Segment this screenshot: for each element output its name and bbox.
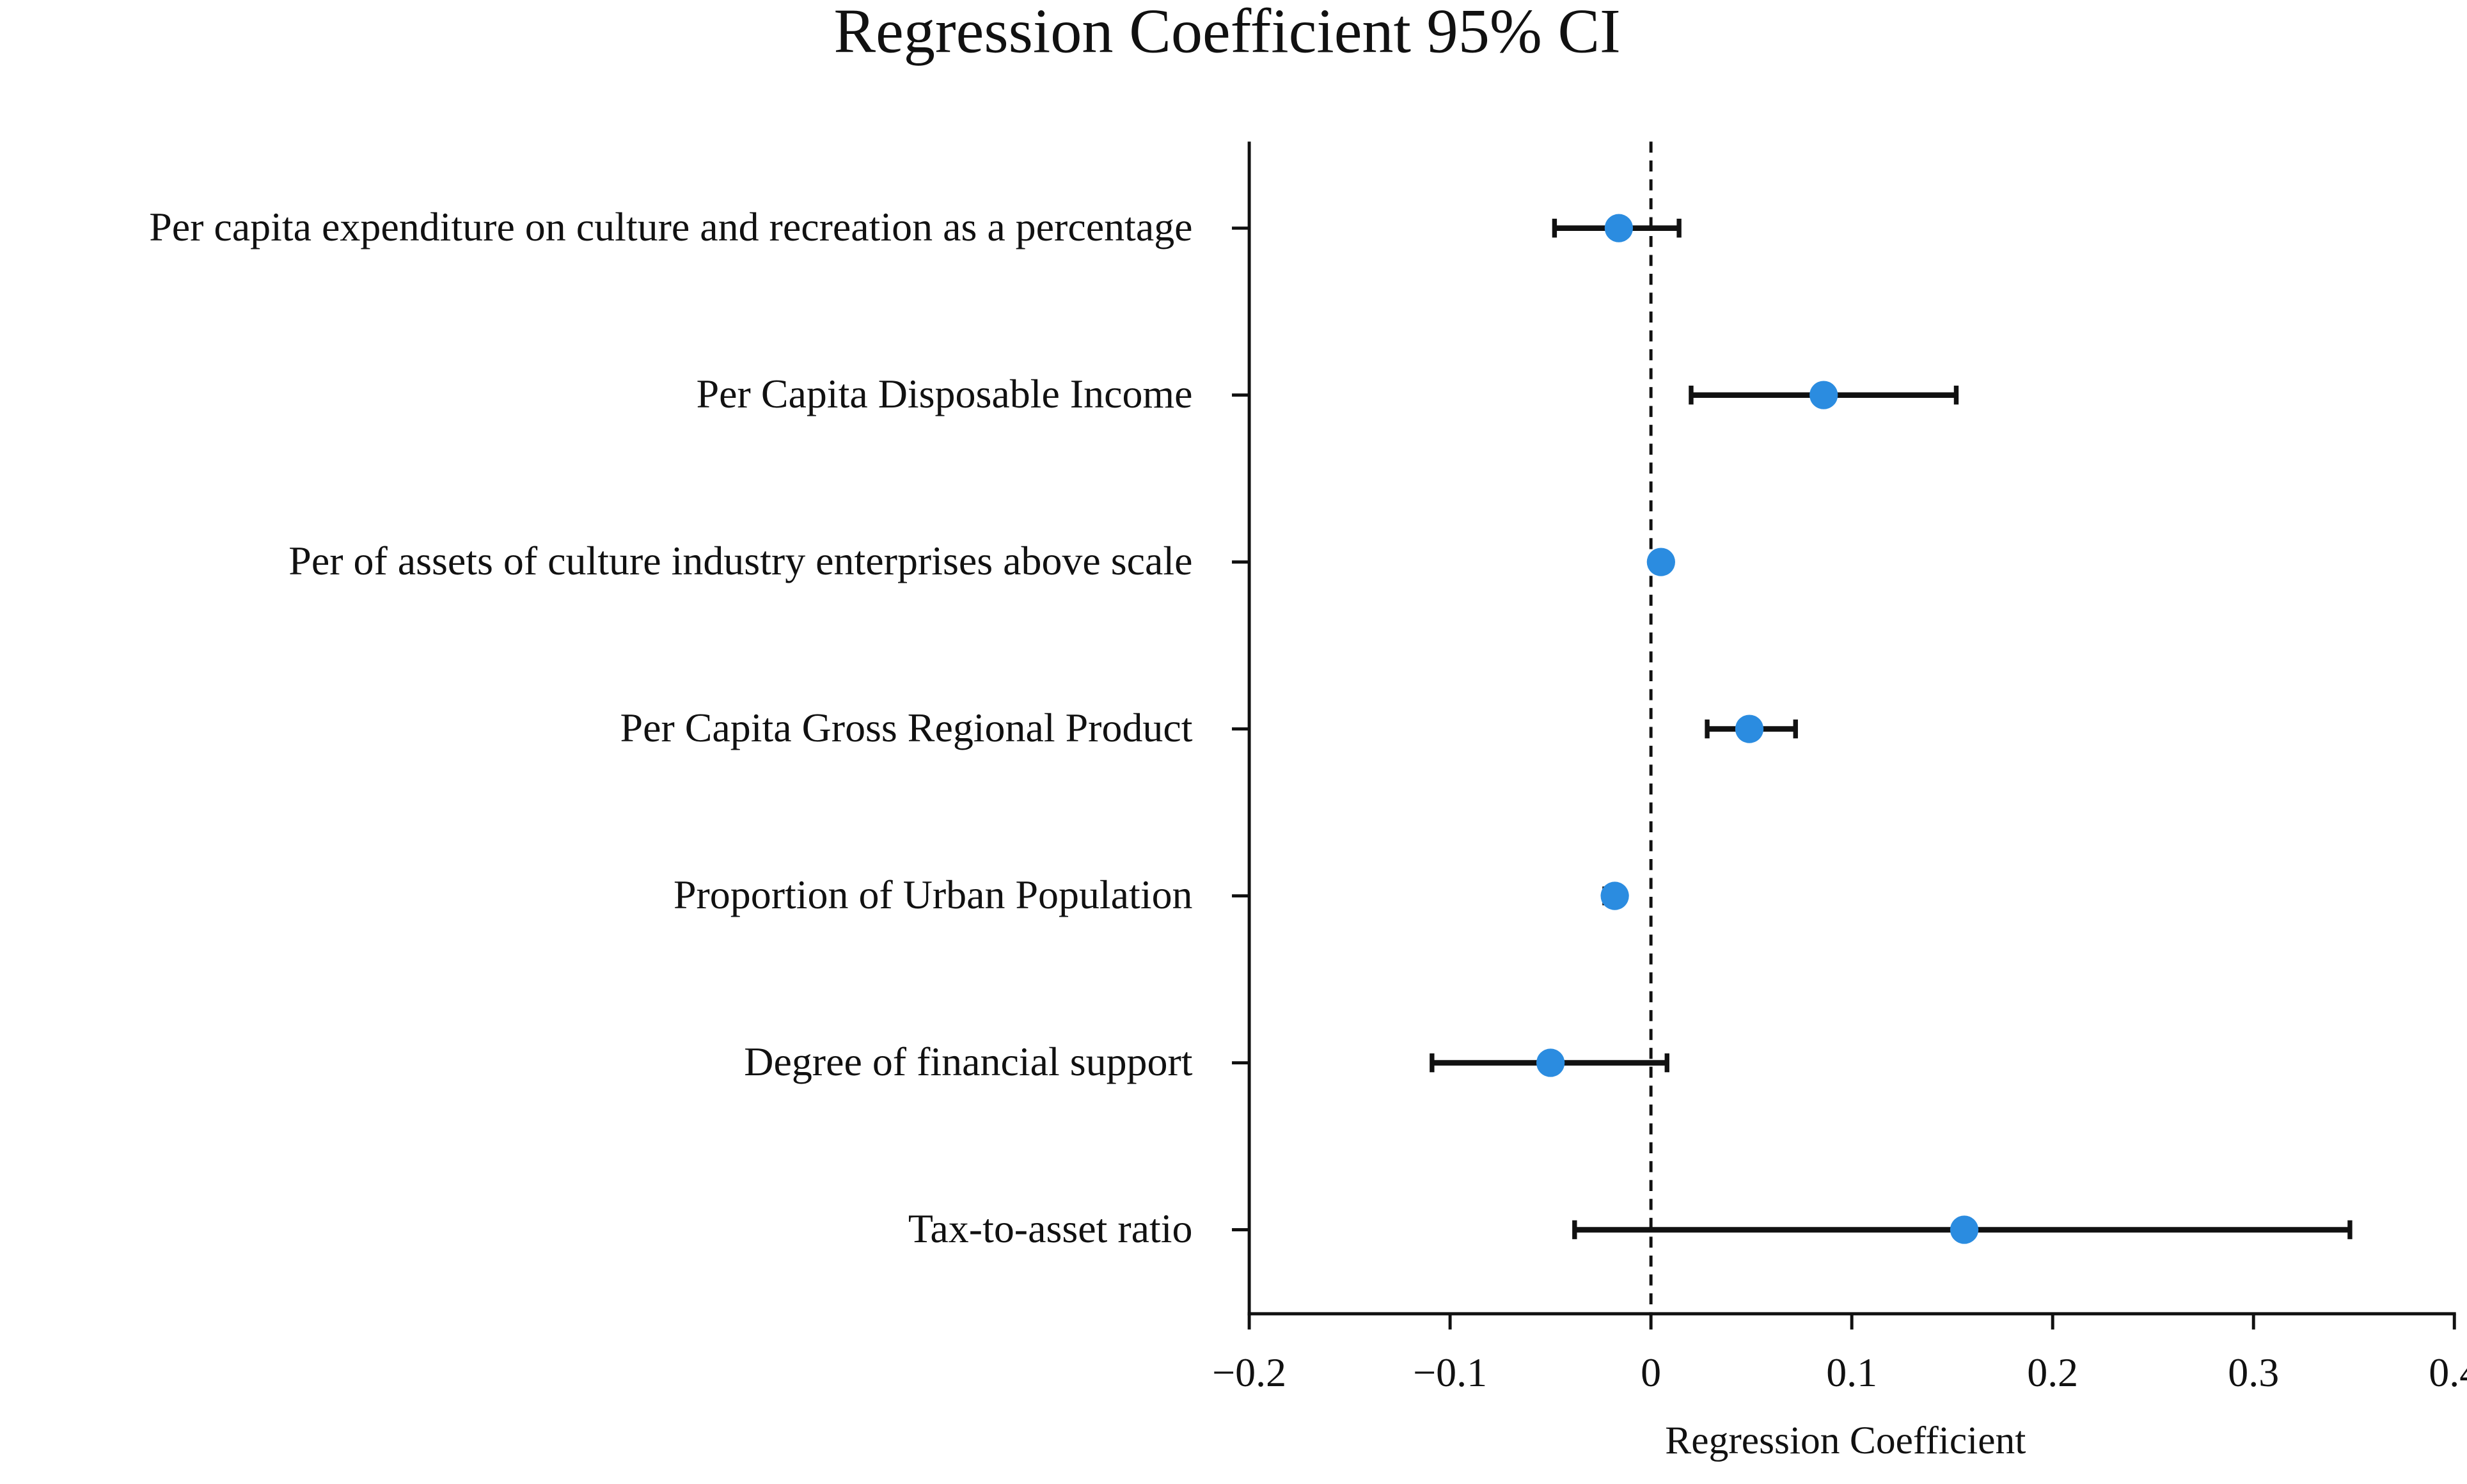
y-tick-label: Per capita expenditure on culture and re… [149,204,1192,249]
point [1536,1048,1565,1077]
y-tick-label: Per Capita Gross Regional Product [620,705,1193,750]
y-tick-label: Per of assets of culture industry enterp… [288,538,1192,583]
x-tick-label: −0.1 [1413,1350,1487,1395]
y-tick-label: Degree of financial support [744,1039,1192,1084]
x-tick-label: 0 [1641,1350,1661,1395]
point [1600,881,1629,910]
x-tick-label: 0.4 [2429,1350,2467,1395]
point [1646,548,1675,576]
chart-title: Regression Coefficient 95% CI [833,0,1620,67]
x-tick-label: −0.2 [1212,1350,1286,1395]
point [1809,381,1838,409]
point [1735,714,1764,743]
y-tick-label: Proportion of Urban Population [674,872,1193,917]
x-tick-label: 0.3 [2228,1350,2279,1395]
y-tick-label: Tax-to-asset ratio [908,1206,1193,1251]
point [1950,1215,1979,1244]
x-axis-label: Regression Coefficient [1665,1419,2026,1462]
y-tick-label: Per Capita Disposable Income [697,371,1193,416]
point [1604,214,1634,242]
x-tick-label: 0.2 [2027,1350,2078,1395]
x-tick-label: 0.1 [1826,1350,1877,1395]
